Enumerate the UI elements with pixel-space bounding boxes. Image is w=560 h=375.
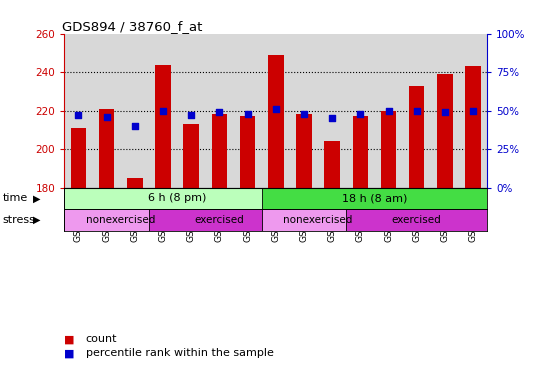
Bar	[296, 114, 312, 188]
Text: stress: stress	[3, 215, 36, 225]
Bar	[149, 209, 290, 231]
Point	[130, 123, 139, 129]
Bar	[353, 116, 368, 188]
Bar	[64, 209, 177, 231]
Bar	[262, 188, 487, 209]
Point	[187, 112, 196, 118]
Bar	[409, 86, 424, 188]
Bar	[465, 66, 481, 188]
Bar	[64, 188, 290, 209]
Point	[384, 108, 393, 114]
Text: count: count	[86, 334, 117, 344]
Text: nonexercised: nonexercised	[86, 215, 156, 225]
Bar	[184, 124, 199, 188]
Bar	[212, 114, 227, 188]
Text: nonexercised: nonexercised	[283, 215, 353, 225]
Bar	[262, 209, 375, 231]
Text: ■: ■	[64, 334, 75, 344]
Bar	[346, 209, 487, 231]
Text: time: time	[3, 194, 28, 203]
Point	[440, 109, 449, 115]
Point	[328, 116, 337, 122]
Bar	[381, 111, 396, 188]
Text: exercised: exercised	[392, 215, 442, 225]
Bar	[155, 64, 171, 188]
Point	[74, 112, 83, 118]
Point	[300, 111, 309, 117]
Text: ▶: ▶	[32, 194, 40, 203]
Point	[412, 108, 421, 114]
Point	[271, 106, 280, 112]
Bar	[71, 128, 86, 188]
Point	[102, 114, 111, 120]
Text: ▶: ▶	[32, 215, 40, 225]
Text: GDS894 / 38760_f_at: GDS894 / 38760_f_at	[62, 20, 203, 33]
Text: ■: ■	[64, 348, 75, 358]
Point	[243, 111, 252, 117]
Text: exercised: exercised	[194, 215, 244, 225]
Point	[215, 109, 224, 115]
Bar	[437, 74, 452, 188]
Bar	[99, 109, 114, 188]
Bar	[127, 178, 143, 188]
Bar	[324, 141, 340, 188]
Point	[469, 108, 478, 114]
Point	[158, 108, 167, 114]
Text: 6 h (8 pm): 6 h (8 pm)	[148, 194, 206, 203]
Bar	[240, 116, 255, 188]
Text: 18 h (8 am): 18 h (8 am)	[342, 194, 407, 203]
Bar	[268, 55, 283, 188]
Text: percentile rank within the sample: percentile rank within the sample	[86, 348, 273, 358]
Point	[356, 111, 365, 117]
